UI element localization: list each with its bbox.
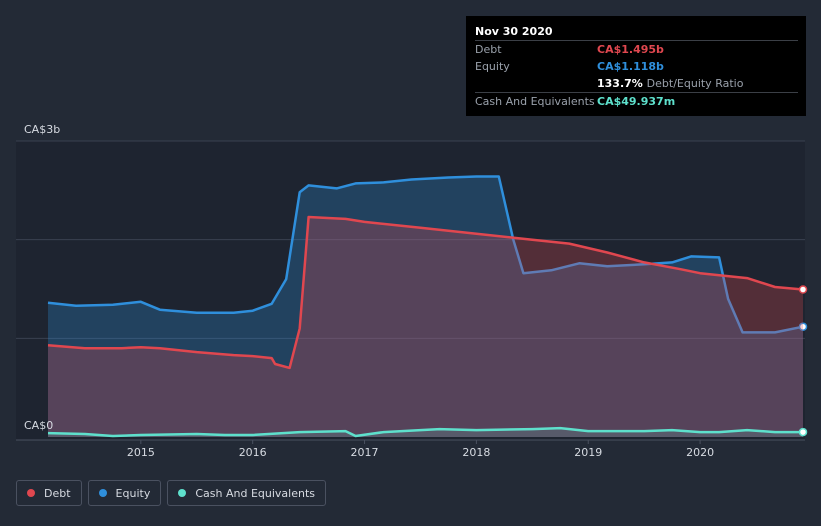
series-endpoint-debt <box>798 285 808 294</box>
grid <box>16 140 805 441</box>
series-line-equity <box>47 175 804 334</box>
y-tick-label: CA$0 <box>24 419 53 432</box>
tooltip-ratio-label: Debt/Equity Ratio <box>646 77 744 90</box>
chart-legend: Debt Equity Cash And Equivalents <box>16 480 326 508</box>
legend-item-cash[interactable]: Cash And Equivalents <box>167 480 326 506</box>
legend-label-equity: Equity <box>115 486 151 500</box>
debt-equity-chart: CA$3b CA$0 2015 2016 2017 2018 2019 2020 <box>16 123 808 459</box>
x-tick-label: 2019 <box>574 446 602 459</box>
series-endpoint-cash <box>798 427 808 437</box>
tooltip-equity-label: Equity <box>475 60 510 73</box>
data-tooltip: Nov 30 2020 Debt CA$1.495b Equity CA$1.1… <box>466 16 806 116</box>
legend-dot-equity <box>98 489 107 497</box>
x-tick-label: 2020 <box>686 446 714 459</box>
tooltip-ratio-row: 133.7% Debt/Equity Ratio <box>475 75 798 92</box>
series-area-equity <box>48 176 803 437</box>
legend-item-equity[interactable]: Equity <box>87 480 162 506</box>
x-tick-label: 2017 <box>351 446 379 459</box>
x-tick-label: 2016 <box>239 446 267 459</box>
tooltip-debt-label: Debt <box>475 43 502 56</box>
tooltip-ratio-value: 133.7% <box>597 77 643 90</box>
tooltip-debt-row: Debt CA$1.495b <box>475 40 798 58</box>
series-endpoint-equity <box>798 322 808 331</box>
legend-item-debt[interactable]: Debt <box>16 480 82 506</box>
tooltip-cash-label: Cash And Equivalents <box>475 95 595 108</box>
series-area-cash <box>48 428 803 437</box>
legend-dot-cash <box>178 489 187 497</box>
x-tick-label: 2015 <box>127 446 155 459</box>
y-tick-label: CA$3b <box>24 123 60 136</box>
tooltip-equity-row: Equity CA$1.118b <box>475 58 798 75</box>
plot-area-background <box>16 141 805 440</box>
series-line-debt <box>47 215 804 370</box>
legend-label-cash: Cash And Equivalents <box>195 486 315 500</box>
tooltip-date: Nov 30 2020 <box>475 25 553 38</box>
axis: CA$3b CA$0 2015 2016 2017 2018 2019 2020 <box>24 123 714 459</box>
legend-label-debt: Debt <box>44 486 71 500</box>
legend-dot-debt <box>27 489 35 497</box>
tooltip-equity-value: CA$1.118b <box>597 60 664 73</box>
series-area-debt <box>48 217 803 437</box>
tooltip-cash-row: Cash And Equivalents CA$49.937m <box>475 92 798 110</box>
series-line-cash <box>47 426 803 438</box>
series-layer <box>47 175 808 438</box>
tooltip-debt-value: CA$1.495b <box>597 43 664 56</box>
x-tick-label: 2018 <box>462 446 490 459</box>
tooltip-ratio: 133.7% Debt/Equity Ratio <box>597 75 743 92</box>
tooltip-cash-value: CA$49.937m <box>597 95 676 108</box>
